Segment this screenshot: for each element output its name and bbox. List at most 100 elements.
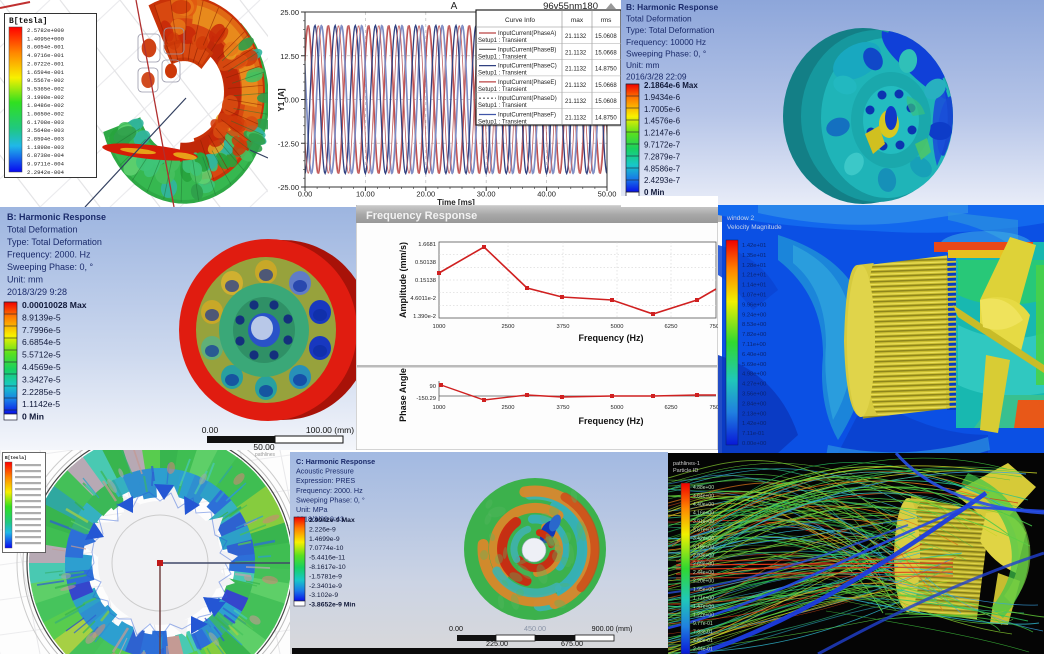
svg-text:7.33e-01: 7.33e-01 (693, 630, 713, 636)
svg-text:10.00: 10.00 (356, 190, 375, 199)
svg-text:3750: 3750 (557, 405, 570, 411)
svg-text:-25.00: -25.00 (278, 183, 299, 192)
svg-text:4.6011e-2: 4.6011e-2 (410, 296, 436, 302)
svg-text:1.1898e-003: 1.1898e-003 (27, 144, 64, 151)
svg-text:4.9716e-001: 4.9716e-001 (27, 52, 65, 59)
svg-text:21.1132: 21.1132 (565, 116, 587, 122)
svg-text:1.42e+00: 1.42e+00 (742, 421, 766, 427)
svg-text:-3.8652e-9 Min: -3.8652e-9 Min (309, 602, 355, 609)
svg-text:Type: Total Deformation: Type: Total Deformation (7, 237, 102, 247)
svg-text:0.00: 0.00 (449, 624, 463, 633)
svg-text:1.6681: 1.6681 (418, 242, 436, 248)
svg-text:6.1708e-003: 6.1708e-003 (27, 119, 64, 126)
svg-text:9.7172e-7: 9.7172e-7 (644, 141, 681, 150)
svg-text:Unit: mm: Unit: mm (626, 60, 660, 70)
svg-text:-2.3401e-9: -2.3401e-9 (309, 583, 342, 590)
svg-text:InputCurrent(PhaseE): InputCurrent(PhaseE) (498, 80, 556, 86)
svg-text:1.71e+00: 1.71e+00 (693, 596, 714, 602)
svg-text:0.00: 0.00 (284, 96, 299, 105)
svg-text:2018/3/29 9:28: 2018/3/29 9:28 (7, 287, 67, 297)
svg-text:max: max (571, 17, 584, 24)
svg-text:15.0668: 15.0668 (595, 50, 617, 56)
svg-text:2500: 2500 (502, 324, 515, 330)
svg-text:2.2942e-004: 2.2942e-004 (27, 169, 65, 176)
svg-text:7500: 7500 (710, 324, 718, 330)
svg-text:4.64e+00: 4.64e+00 (693, 494, 714, 500)
svg-text:Type: Total Deformation: Type: Total Deformation (626, 25, 715, 35)
svg-text:Curve Info: Curve Info (505, 17, 535, 24)
svg-text:3750: 3750 (557, 324, 570, 330)
svg-text:7.82e+00: 7.82e+00 (742, 332, 766, 338)
svg-text:1.0486e-002: 1.0486e-002 (27, 102, 64, 109)
svg-text:0.50138: 0.50138 (415, 260, 436, 266)
svg-text:0 Min: 0 Min (644, 188, 665, 197)
svg-text:14.8750: 14.8750 (595, 116, 617, 122)
svg-text:2.8594e-003: 2.8594e-003 (27, 136, 64, 143)
svg-text:6250: 6250 (665, 324, 678, 330)
svg-text:pathlines: pathlines (255, 452, 276, 458)
svg-text:7.11e+00: 7.11e+00 (742, 342, 766, 348)
svg-text:-3.102e-9: -3.102e-9 (309, 592, 338, 599)
svg-text:1.390e-2: 1.390e-2 (413, 314, 436, 320)
svg-text:0.15138: 0.15138 (415, 278, 436, 284)
svg-text:Expression: PRES: Expression: PRES (296, 476, 355, 485)
svg-text:Setup1 : Transient: Setup1 : Transient (478, 71, 527, 77)
svg-text:1.4576e-6: 1.4576e-6 (644, 117, 681, 126)
svg-text:2.1864e-6 Max: 2.1864e-6 Max (644, 81, 698, 90)
svg-text:9.9711e-004: 9.9711e-004 (27, 161, 65, 168)
svg-text:4.88e-01: 4.88e-01 (693, 638, 713, 644)
svg-text:5.5365e-002: 5.5365e-002 (27, 85, 64, 92)
svg-text:-5.4416e-11: -5.4416e-11 (309, 555, 345, 562)
svg-text:21.1132: 21.1132 (565, 34, 587, 40)
svg-text:2.5782e+000: 2.5782e+000 (27, 27, 65, 34)
svg-text:Phase Angle: Phase Angle (398, 368, 408, 422)
svg-text:Y1 [A]: Y1 [A] (277, 88, 286, 111)
svg-text:1.4699e-9: 1.4699e-9 (309, 536, 340, 543)
svg-text:7.0774e-10: 7.0774e-10 (309, 545, 344, 552)
svg-text:4.16e+00: 4.16e+00 (693, 511, 714, 517)
svg-text:9.96e+00: 9.96e+00 (742, 302, 766, 308)
svg-text:8.9139e-5: 8.9139e-5 (22, 312, 61, 322)
svg-text:Setup1 : Transient: Setup1 : Transient (478, 120, 527, 126)
svg-text:2.9942e-9 Max: 2.9942e-9 Max (309, 517, 355, 524)
svg-text:1.21e+01: 1.21e+01 (742, 273, 766, 279)
svg-text:225.00: 225.00 (486, 639, 508, 648)
svg-text:InputCurrent(PhaseD): InputCurrent(PhaseD) (498, 96, 557, 102)
svg-text:8.53e+00: 8.53e+00 (742, 322, 766, 328)
svg-text:5000: 5000 (611, 324, 624, 330)
svg-text:9.24e+00: 9.24e+00 (742, 312, 766, 318)
svg-text:Particle ID: Particle ID (673, 468, 698, 474)
svg-text:Sweeping Phase: 0, °: Sweeping Phase: 0, ° (7, 262, 94, 272)
svg-text:2.69e+00: 2.69e+00 (693, 562, 714, 568)
svg-text:30.00: 30.00 (477, 190, 496, 199)
svg-text:1.35e+01: 1.35e+01 (742, 253, 766, 259)
svg-text:Frequency: 10000 Hz: Frequency: 10000 Hz (626, 37, 706, 47)
svg-text:InputCurrent(PhaseB): InputCurrent(PhaseB) (498, 47, 556, 53)
svg-text:25.00: 25.00 (280, 8, 299, 17)
svg-text:0.00: 0.00 (298, 190, 313, 199)
svg-text:2018/3/29 9:43: 2018/3/29 9:43 (296, 515, 344, 524)
svg-text:1.95e+00: 1.95e+00 (693, 587, 714, 593)
svg-text:Frequency: 2000. Hz: Frequency: 2000. Hz (7, 250, 91, 260)
svg-text:4.4569e-5: 4.4569e-5 (22, 362, 61, 372)
svg-text:Setup1 : Transient: Setup1 : Transient (478, 38, 527, 44)
svg-text:5000: 5000 (611, 405, 624, 411)
svg-text:6250: 6250 (665, 405, 678, 411)
svg-text:4.88e+00: 4.88e+00 (693, 485, 714, 491)
svg-text:2.13e+00: 2.13e+00 (742, 411, 766, 417)
svg-text:B: Harmonic Response: B: Harmonic Response (7, 212, 106, 222)
svg-text:1.2147e-6: 1.2147e-6 (644, 129, 681, 138)
svg-text:7.7996e-5: 7.7996e-5 (22, 325, 61, 335)
svg-text:2.93e+00: 2.93e+00 (693, 553, 714, 559)
svg-text:C: Harmonic Response: C: Harmonic Response (296, 457, 375, 466)
svg-text:5.5712e-5: 5.5712e-5 (22, 350, 61, 360)
svg-text:Unit: mm: Unit: mm (7, 275, 43, 285)
svg-text:0.00: 0.00 (202, 425, 219, 435)
svg-text:Unit: MPa: Unit: MPa (296, 505, 328, 514)
svg-text:40.00: 40.00 (537, 190, 556, 199)
svg-text:2.44e+00: 2.44e+00 (693, 570, 714, 576)
svg-text:1.28e+01: 1.28e+01 (742, 263, 766, 269)
svg-text:Sweeping Phase: 0, °: Sweeping Phase: 0, ° (626, 48, 706, 58)
svg-text:21.1132: 21.1132 (565, 50, 587, 56)
svg-text:3.1998e-002: 3.1998e-002 (27, 94, 64, 101)
